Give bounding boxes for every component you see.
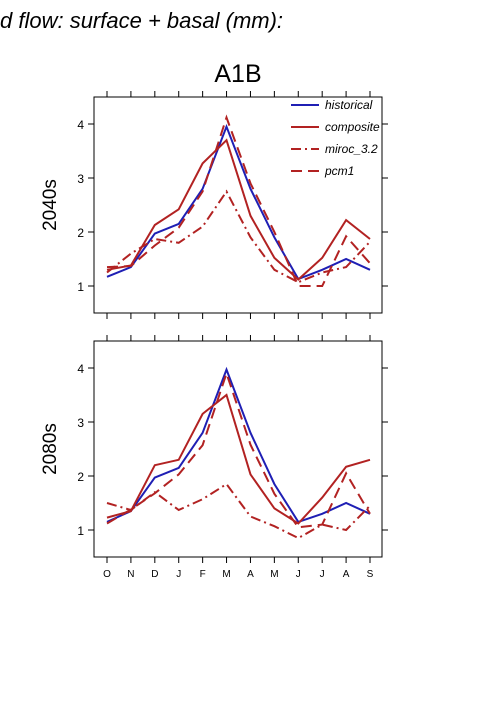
panels: 1 2 3 4 2040s historical composite miroc_3.2pcm… — [40, 91, 388, 580]
scenario-title: A1B — [214, 60, 261, 88]
x-tick-label: M — [270, 569, 278, 580]
y-tick-label: 2 — [77, 226, 84, 240]
plot-frame — [93, 96, 383, 314]
x-tick-label: S — [367, 569, 374, 580]
y-tick-label: 4 — [77, 118, 84, 132]
series-composite — [106, 393, 371, 525]
x-tick-label: D — [151, 569, 158, 580]
x-tick-label: O — [103, 569, 111, 580]
y-tick-label: 1 — [77, 280, 84, 294]
series-composite — [106, 138, 371, 281]
figure-heading: d flow: surface + basal (mm): — [0, 8, 283, 33]
series-line-pcm1 — [106, 114, 371, 287]
series-line-pcm1 — [106, 370, 371, 529]
series-line-composite — [106, 138, 371, 281]
series-line-historical — [106, 366, 371, 524]
series-historical — [106, 123, 371, 281]
x-tick-label: F — [200, 569, 206, 580]
x-tick-label: J — [296, 569, 301, 580]
legend-label: pcm1 — [324, 164, 354, 178]
legend-label: historical — [325, 98, 373, 112]
series-line-historical — [106, 123, 371, 281]
y-tick-label: 2 — [77, 470, 84, 484]
series-miroc-3-2 — [106, 189, 371, 284]
plot-frame — [93, 340, 383, 558]
panel-2040s: 1 2 3 4 2040s historical composite miroc_3.2pcm… — [40, 91, 388, 319]
x-tick-label: J — [176, 569, 181, 580]
x-tick-label: J — [320, 569, 325, 580]
y-axis-label: 2080s — [40, 423, 61, 475]
y-axis-label: 2040s — [40, 179, 61, 231]
legend-label: composite — [325, 120, 380, 134]
legend: historical composite miroc_3.2 pcm1 — [291, 98, 380, 178]
legend-label: miroc_3.2 — [325, 142, 378, 156]
series-pcm1 — [106, 370, 371, 529]
y-tick-label: 3 — [77, 172, 84, 186]
series-line-miroc-3-2 — [106, 189, 371, 284]
series-pcm1 — [106, 114, 371, 287]
x-tick-label: A — [247, 569, 254, 580]
y-tick-label: 1 — [77, 524, 84, 538]
series-line-composite — [106, 393, 371, 525]
x-tick-label: M — [222, 569, 230, 580]
y-tick-label: 3 — [77, 416, 84, 430]
y-tick-label: 4 — [77, 362, 84, 376]
panel-2080s: 1 2 3 4 2080s O N D J F M A M J J A S — [40, 335, 388, 580]
series-historical — [106, 366, 371, 524]
x-tick-label: N — [127, 569, 134, 580]
x-tick-label: A — [343, 569, 350, 580]
